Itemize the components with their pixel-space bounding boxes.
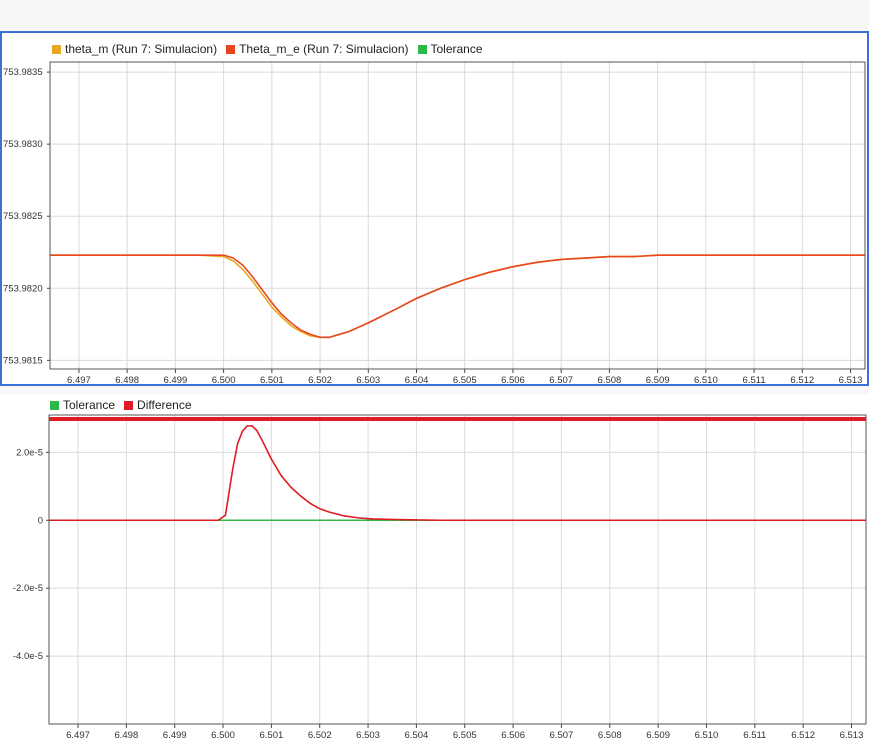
x-tick-label: 6.505 bbox=[453, 375, 477, 384]
plot-area bbox=[49, 415, 866, 724]
x-tick-label: 6.498 bbox=[114, 730, 138, 741]
y-tick-label: 753.9815 bbox=[3, 355, 43, 366]
x-tick-label: 6.513 bbox=[840, 730, 864, 741]
plot-frame bbox=[49, 61, 866, 370]
legend-label: Difference bbox=[137, 398, 192, 412]
legend-swatch bbox=[417, 44, 427, 54]
y-tick-label: 753.9820 bbox=[3, 283, 43, 294]
legend-swatch bbox=[50, 400, 59, 410]
x-tick-label: 6.509 bbox=[646, 730, 670, 741]
x-tick-label: 6.507 bbox=[550, 730, 574, 741]
signal-legend: theta_m (Run 7: Simulacion) Theta_m_e (R… bbox=[52, 41, 492, 57]
x-tick-label: 6.497 bbox=[67, 375, 91, 384]
legend-label: Tolerance bbox=[430, 42, 483, 56]
x-tick-label: 6.497 bbox=[66, 730, 90, 741]
x-tick-label: 6.500 bbox=[212, 375, 236, 384]
x-tick-label: 6.511 bbox=[743, 375, 766, 384]
x-tick-label: 6.503 bbox=[356, 730, 380, 741]
x-tick-label: 6.501 bbox=[259, 730, 283, 741]
x-tick-label: 6.505 bbox=[453, 730, 477, 741]
y-tick-label: -4.0e-5 bbox=[13, 651, 43, 662]
x-tick-label: 6.511 bbox=[743, 730, 766, 741]
y-tick-label: -2.0e-5 bbox=[13, 583, 43, 594]
x-tick-label: 6.508 bbox=[598, 375, 622, 384]
x-tick-label: 6.506 bbox=[501, 375, 525, 384]
difference-chart[interactable]: 6.497 6.498 6.499 6.500 6.501 6.502 6.503 6.504… bbox=[0, 394, 869, 743]
x-tick-label: 6.508 bbox=[598, 730, 622, 741]
y-tick-label: 753.9830 bbox=[3, 139, 43, 150]
x-tick-label: 6.501 bbox=[260, 375, 284, 384]
x-tick-label: 6.502 bbox=[308, 375, 332, 384]
x-tick-label: 6.512 bbox=[791, 730, 815, 741]
difference-legend: Tolerance Difference bbox=[50, 397, 201, 413]
plot-frame bbox=[48, 414, 867, 725]
y-tick-label: 753.9835 bbox=[3, 67, 43, 78]
x-tick-label: 6.504 bbox=[405, 375, 429, 384]
x-tick-label: 6.513 bbox=[839, 375, 863, 384]
x-tick-label: 6.503 bbox=[356, 375, 380, 384]
legend-item-tolerance[interactable]: Tolerance bbox=[50, 398, 115, 412]
x-tick-label: 6.500 bbox=[211, 730, 235, 741]
legend-label: Theta_m_e (Run 7: Simulacion) bbox=[239, 42, 409, 56]
x-tick-label: 6.499 bbox=[163, 375, 187, 384]
legend-swatch bbox=[124, 400, 134, 410]
x-tick-label: 6.509 bbox=[646, 375, 670, 384]
x-tick-label: 6.510 bbox=[694, 375, 718, 384]
legend-item-difference[interactable]: Difference bbox=[124, 398, 192, 412]
legend-item-theta-m[interactable]: theta_m (Run 7: Simulacion) bbox=[52, 42, 217, 56]
series-line-theta-m-e-run-7-simulacion bbox=[50, 254, 865, 339]
signal-plot-panel[interactable]: theta_m (Run 7: Simulacion) Theta_m_e (R… bbox=[0, 31, 869, 386]
plot-area bbox=[50, 62, 865, 369]
signal-chart[interactable]: 6.497 6.498 6.499 6.500 6.501 6.502 6.503 6.504… bbox=[2, 33, 867, 384]
x-tick-label: 6.502 bbox=[308, 730, 332, 741]
series-line-difference bbox=[49, 425, 866, 522]
x-tick-label: 6.504 bbox=[405, 730, 429, 741]
x-tick-label: 6.512 bbox=[790, 375, 814, 384]
x-tick-label: 6.506 bbox=[501, 730, 525, 741]
x-tick-label: 6.510 bbox=[695, 730, 719, 741]
legend-swatch bbox=[226, 44, 236, 54]
x-tick-label: 6.498 bbox=[115, 375, 139, 384]
y-tick-label: 753.9825 bbox=[3, 211, 43, 222]
legend-label: theta_m (Run 7: Simulacion) bbox=[65, 42, 218, 56]
x-tick-label: 6.507 bbox=[549, 375, 573, 384]
legend-item-tolerance[interactable]: Tolerance bbox=[417, 42, 483, 56]
legend-label: Tolerance bbox=[63, 398, 116, 412]
legend-swatch bbox=[52, 44, 61, 54]
x-tick-label: 6.499 bbox=[163, 730, 187, 741]
difference-plot-panel[interactable]: Tolerance Difference 6.497 6.498 6.499 6.50… bbox=[0, 394, 869, 743]
legend-item-theta-m-e[interactable]: Theta_m_e (Run 7: Simulacion) bbox=[226, 42, 409, 56]
y-tick-label: 2.0e-5 bbox=[16, 447, 43, 458]
y-tick-label: 0 bbox=[38, 515, 43, 526]
difference-upper-band bbox=[49, 417, 866, 421]
